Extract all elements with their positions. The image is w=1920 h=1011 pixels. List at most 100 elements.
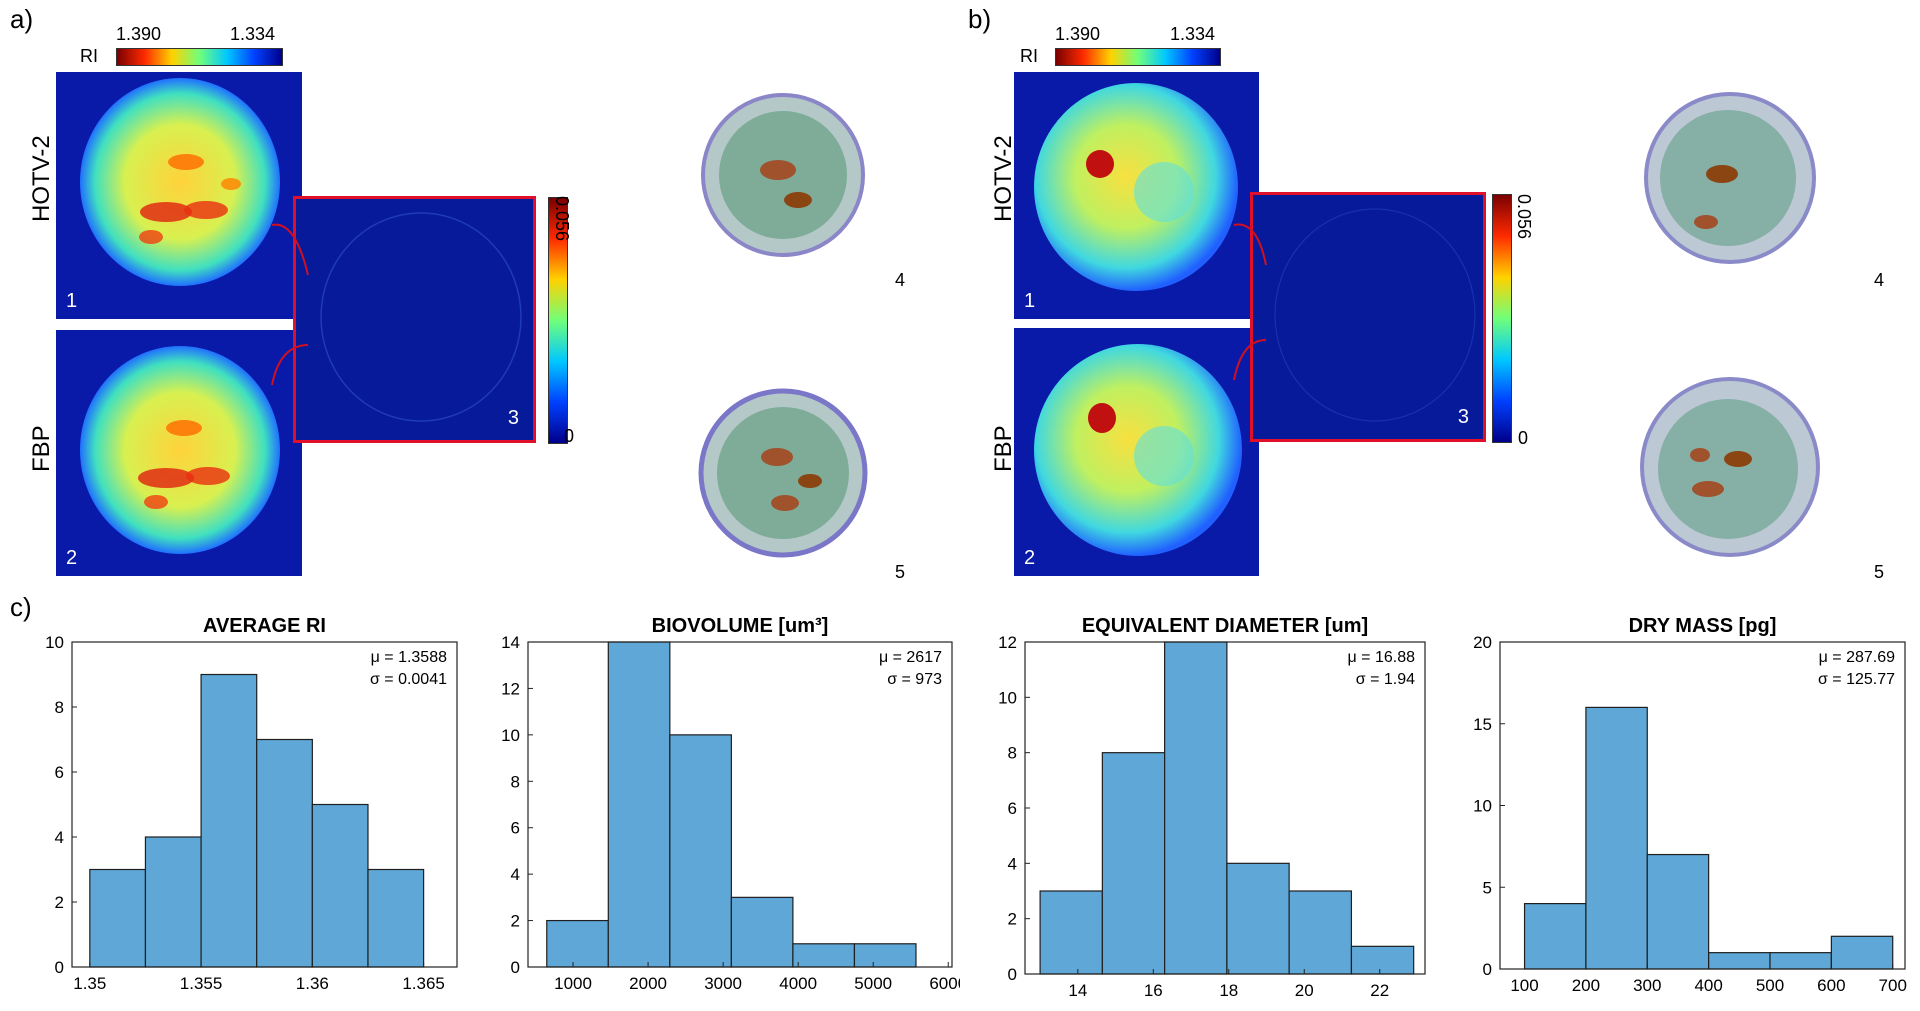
panel-a-row-label-fbp: FBP bbox=[28, 425, 55, 472]
histogram-bar bbox=[853, 943, 917, 968]
y-tick-label: 15 bbox=[1473, 715, 1492, 734]
x-tick-label: 4000 bbox=[779, 974, 817, 993]
y-tick-label: 6 bbox=[55, 763, 64, 782]
histogram-bar bbox=[311, 803, 369, 968]
histogram-bar bbox=[546, 919, 609, 968]
panel-a-fbp-ri-map: 2 bbox=[56, 330, 302, 576]
panel-b-arrows bbox=[1233, 223, 1267, 381]
panel-a-difference-ring bbox=[320, 212, 522, 422]
panel-a-row-label-hotv: HOTV-2 bbox=[28, 135, 55, 222]
y-tick-label: 10 bbox=[45, 633, 64, 652]
y-tick-label: 0 bbox=[1483, 960, 1492, 979]
y-tick-label: 14 bbox=[501, 633, 520, 652]
panel-b-num-3: 3 bbox=[1457, 406, 1469, 428]
stat-sigma: σ = 125.77 bbox=[1818, 671, 1895, 688]
histogram-bar bbox=[1164, 641, 1228, 975]
panel-b-render-fbp bbox=[1640, 377, 1820, 557]
panel-b-num-5: 5 bbox=[1874, 562, 1885, 582]
panel-b-render-hotv bbox=[1644, 92, 1816, 264]
y-tick-label: 0 bbox=[55, 958, 64, 977]
x-tick-label: 600 bbox=[1817, 976, 1845, 995]
histogram-biovolume: BIOVOLUME [um³] 0 2 4 6 8 10 12 14 1000 2000 3000 40… bbox=[501, 615, 960, 993]
panel-a-render-hotv bbox=[701, 93, 865, 257]
x-tick-label: 22 bbox=[1370, 981, 1389, 1000]
panel-a-num-5: 5 bbox=[895, 562, 906, 582]
y-tick-label: 8 bbox=[55, 698, 64, 717]
y-tick-label: 10 bbox=[1473, 797, 1492, 816]
histogram-title: EQUIVALENT DIAMETER [um] bbox=[1082, 615, 1368, 637]
stat-mean: μ = 287.69 bbox=[1819, 649, 1895, 666]
panel-a-diff-max: 0.056 bbox=[552, 196, 572, 242]
panel-b-ri-colorbar bbox=[1055, 48, 1221, 66]
histogram-dry-mass: DRY MASS [pg] 0 5 10 15 20 100 200 300 400 500 600 7… bbox=[1473, 615, 1907, 995]
panel-a-difference-map: 3 bbox=[293, 196, 536, 443]
panel-b-ri-right-value: 1.334 bbox=[1170, 24, 1216, 44]
histogram-bar bbox=[367, 868, 425, 968]
panel-a-num-1: 1 bbox=[66, 290, 78, 312]
panel-a-render-fbp bbox=[698, 388, 868, 558]
y-tick-label: 2 bbox=[55, 893, 64, 912]
panel-a-letter: a) bbox=[10, 4, 34, 34]
panel-a-arrow-bottom bbox=[271, 344, 309, 385]
x-tick-label: 300 bbox=[1633, 976, 1661, 995]
plot-frame bbox=[71, 641, 458, 968]
panel-a-ri-label: RI bbox=[80, 46, 98, 66]
panel-b-fbp-cell-image bbox=[1034, 344, 1242, 556]
histogram-bar bbox=[669, 734, 732, 968]
y-tick-label: 8 bbox=[511, 772, 520, 791]
x-tick-label: 1000 bbox=[554, 974, 592, 993]
x-tick-label: 5000 bbox=[854, 974, 892, 993]
x-tick-label: 3000 bbox=[704, 974, 742, 993]
x-tick-label: 1.36 bbox=[296, 974, 329, 993]
histogram-bar bbox=[792, 943, 856, 968]
histogram-bar bbox=[256, 738, 313, 968]
stat-sigma: σ = 1.94 bbox=[1356, 671, 1415, 688]
y-tick-label: 12 bbox=[998, 633, 1017, 652]
panel-b-ri-left-value: 1.390 bbox=[1055, 24, 1101, 44]
x-tick-label: 1.355 bbox=[180, 974, 223, 993]
y-tick-label: 5 bbox=[1483, 878, 1492, 897]
panel-a-diff-colorbar bbox=[548, 197, 568, 444]
y-tick-label: 4 bbox=[55, 828, 64, 847]
panel-a-num-3: 3 bbox=[507, 407, 519, 429]
y-tick-label: 6 bbox=[511, 819, 520, 838]
histogram-bar bbox=[1769, 952, 1832, 970]
panel-a-fbp-cell-image bbox=[80, 346, 280, 554]
panel-a-num-4: 4 bbox=[895, 270, 906, 290]
y-tick-label: 0 bbox=[511, 958, 520, 977]
y-tick-label: 2 bbox=[1008, 910, 1017, 929]
panel-b-diff-max: 0.056 bbox=[1514, 194, 1534, 240]
panel-c-letter: c) bbox=[10, 592, 32, 622]
panel-a-ri-right-value: 1.334 bbox=[230, 24, 276, 44]
y-tick-label: 12 bbox=[501, 679, 520, 698]
y-tick-label: 0 bbox=[1008, 965, 1017, 984]
x-tick-label: 6000 bbox=[929, 974, 960, 993]
panel-a-ri-colorbar bbox=[116, 48, 283, 66]
x-tick-label: 400 bbox=[1694, 976, 1722, 995]
x-tick-label: 20 bbox=[1295, 981, 1314, 1000]
x-tick-label: 18 bbox=[1219, 981, 1238, 1000]
panel-b-num-1: 1 bbox=[1024, 290, 1036, 312]
histogram-bar bbox=[200, 673, 258, 968]
y-tick-label: 10 bbox=[501, 726, 520, 745]
histogram-bar bbox=[89, 868, 147, 968]
stat-mean: μ = 2617 bbox=[879, 649, 942, 666]
x-tick-label: 100 bbox=[1510, 976, 1538, 995]
x-tick-label: 2000 bbox=[629, 974, 667, 993]
y-tick-label: 4 bbox=[1008, 854, 1017, 873]
panel-a-diff-min: 0 bbox=[564, 426, 575, 446]
histogram-bar bbox=[144, 836, 202, 968]
panel-b-hotv-ri-map: 1 bbox=[1014, 72, 1259, 319]
panel-b-difference-ring bbox=[1274, 208, 1476, 422]
y-tick-label: 6 bbox=[1008, 799, 1017, 818]
panel-a-num-2: 2 bbox=[66, 547, 78, 569]
histogram-bar bbox=[607, 641, 671, 968]
panel-a-ri-left-value: 1.390 bbox=[116, 24, 162, 44]
histogram-bar bbox=[1101, 752, 1166, 975]
panel-b-ri-label: RI bbox=[1020, 46, 1038, 66]
panel-a-hotv-ri-map: 1 bbox=[56, 72, 302, 319]
stat-mean: μ = 1.3588 bbox=[371, 649, 447, 666]
panel-a-hotv-cell-image bbox=[80, 78, 280, 286]
histogram-bar bbox=[1830, 935, 1894, 970]
panel-b-diff-min: 0 bbox=[1518, 428, 1529, 448]
